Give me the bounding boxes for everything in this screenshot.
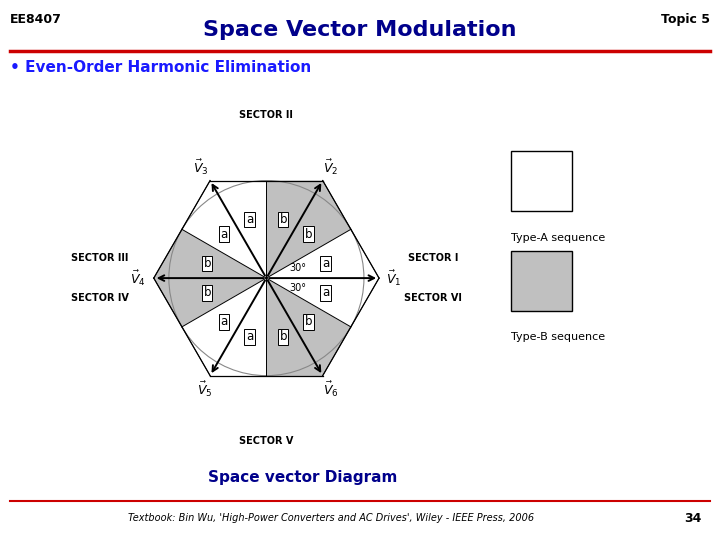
Text: a: a [246, 330, 253, 343]
Text: SECTOR VI: SECTOR VI [404, 293, 462, 303]
Polygon shape [266, 230, 379, 278]
Text: Type-B sequence: Type-B sequence [511, 333, 606, 342]
Text: b: b [204, 286, 211, 299]
Polygon shape [210, 278, 266, 376]
Text: SECTOR III: SECTOR III [71, 253, 128, 263]
Text: Space Vector Modulation: Space Vector Modulation [203, 19, 517, 40]
Polygon shape [266, 278, 379, 327]
Text: 34: 34 [685, 512, 702, 525]
Polygon shape [266, 180, 323, 278]
Text: EE8407: EE8407 [10, 13, 62, 26]
Polygon shape [154, 230, 266, 278]
Text: 30°: 30° [289, 263, 307, 273]
Text: Type-A sequence: Type-A sequence [511, 233, 606, 242]
Text: $\vec{V}_6$: $\vec{V}_6$ [323, 380, 338, 399]
Polygon shape [266, 180, 351, 278]
Text: b: b [279, 330, 287, 343]
Text: a: a [322, 286, 329, 299]
Text: a: a [220, 315, 228, 328]
Text: SECTOR I: SECTOR I [408, 253, 458, 263]
Text: SECTOR V: SECTOR V [239, 436, 294, 447]
Polygon shape [154, 278, 266, 327]
Text: Textbook: Bin Wu, 'High-Power Converters and AC Drives', Wiley - IEEE Press, 200: Textbook: Bin Wu, 'High-Power Converters… [128, 514, 534, 523]
Text: a: a [220, 228, 228, 241]
Text: SECTOR II: SECTOR II [240, 110, 293, 120]
Text: $\vec{V}_1$: $\vec{V}_1$ [386, 268, 401, 288]
Text: a: a [322, 257, 329, 270]
Text: SECTOR IV: SECTOR IV [71, 293, 129, 303]
Polygon shape [182, 180, 266, 278]
Text: b: b [204, 257, 211, 270]
Text: $\vec{V}_2$: $\vec{V}_2$ [323, 157, 338, 177]
Text: Space vector Diagram: Space vector Diagram [207, 470, 397, 485]
Text: $\vec{V}_5$: $\vec{V}_5$ [197, 380, 212, 399]
Text: Topic 5: Topic 5 [661, 13, 710, 26]
Text: a: a [246, 213, 253, 226]
Polygon shape [266, 278, 323, 376]
Polygon shape [266, 278, 351, 376]
Text: b: b [305, 315, 312, 328]
Text: • Even-Order Harmonic Elimination: • Even-Order Harmonic Elimination [10, 60, 311, 75]
Text: $\vec{V}_4$: $\vec{V}_4$ [130, 268, 146, 288]
Bar [511, 151, 572, 211]
Text: b: b [279, 213, 287, 226]
Text: b: b [305, 228, 312, 241]
Polygon shape [210, 180, 266, 278]
Bar [511, 251, 572, 310]
Text: $\vec{V}_3$: $\vec{V}_3$ [193, 157, 209, 177]
Text: 30°: 30° [289, 284, 307, 293]
Polygon shape [182, 278, 266, 376]
